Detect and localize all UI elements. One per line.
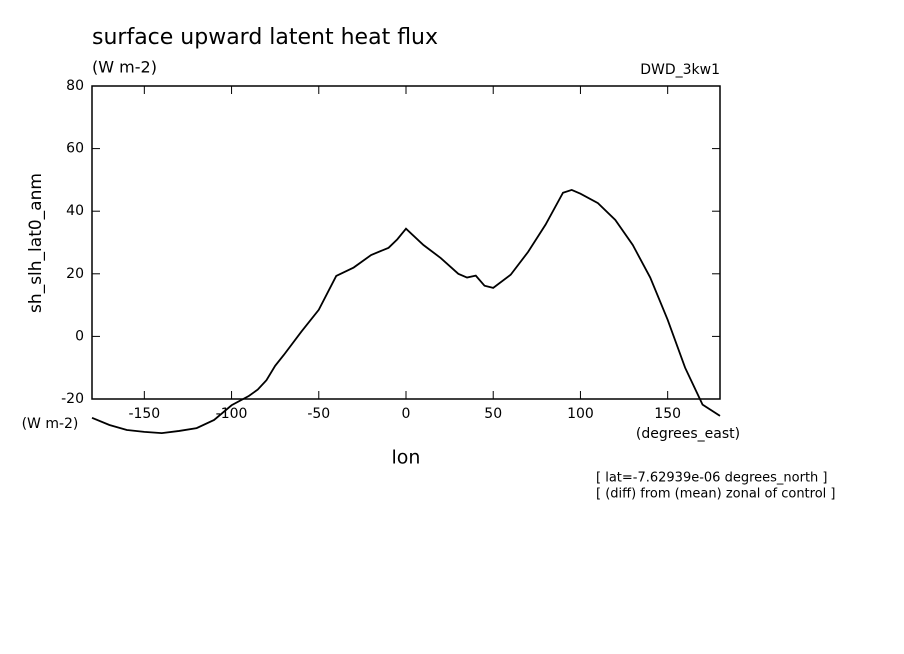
y-tick-label: 0 bbox=[75, 328, 84, 344]
x-axis-unit: (degrees_east) bbox=[636, 426, 740, 442]
x-tick-label: 50 bbox=[484, 406, 502, 422]
chart-title: surface upward latent heat flux bbox=[92, 25, 438, 50]
x-tick-label: -100 bbox=[216, 406, 248, 422]
data-line bbox=[91, 188, 721, 435]
y-tick-label: 80 bbox=[66, 78, 84, 94]
y-axis-label: sh_slh_lat0_anm bbox=[26, 173, 46, 313]
dataset-label: DWD_3kw1 bbox=[640, 62, 720, 78]
y-tick-label: -20 bbox=[61, 391, 84, 407]
chart-subtitle: (W m-2) bbox=[92, 58, 157, 77]
note: [ (diff) from (mean) zonal of control ] bbox=[596, 487, 835, 502]
x-tick-label: -50 bbox=[307, 406, 330, 422]
y-tick-label: 40 bbox=[66, 203, 84, 219]
y-tick-label: 60 bbox=[66, 141, 84, 157]
y-axis-unit: (W m-2) bbox=[22, 416, 79, 432]
x-tick-label: 100 bbox=[567, 406, 594, 422]
x-axis-label: lon bbox=[392, 447, 421, 469]
x-tick-label: -150 bbox=[128, 406, 160, 422]
plot-frame bbox=[91, 85, 721, 400]
note: [ lat=-7.62939e-06 degrees_north ] bbox=[596, 471, 828, 486]
x-tick-label: 0 bbox=[402, 406, 411, 422]
x-tick-label: 150 bbox=[654, 406, 681, 422]
y-tick-label: 20 bbox=[66, 266, 84, 282]
